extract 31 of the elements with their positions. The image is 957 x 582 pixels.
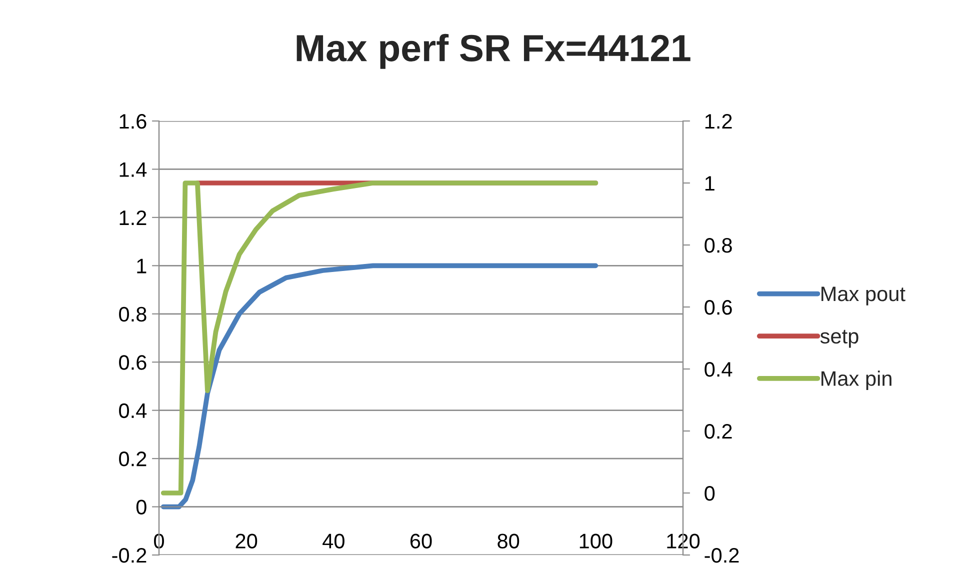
legend-label: Max pin: [822, 370, 892, 390]
y2-tick-label: -0.2: [704, 548, 739, 563]
y-tick-label: 1.6: [120, 114, 146, 129]
y-tick-label: 1.2: [120, 210, 146, 225]
y2-tick-label: 0.6: [704, 300, 732, 315]
x-tick-label: 100: [580, 534, 612, 548]
y-tick-label: 0.6: [119, 355, 146, 370]
x-tick-label: 0: [154, 534, 164, 548]
y-tick-label: 0: [136, 500, 146, 515]
y-tick-label: 1: [137, 258, 146, 274]
y2-tick-label: 0: [704, 486, 715, 501]
y2-tick-label: 0.8: [704, 238, 732, 253]
y-tick-label: 0.2: [119, 452, 146, 466]
y-tick-label: 1.4: [120, 162, 147, 177]
y2-tick-label: 0.2: [704, 424, 732, 439]
chart-title: Max perf SR Fx=44121: [296, 34, 690, 69]
line-series: [160, 180, 598, 496]
y2-tick-label: 1: [705, 176, 714, 191]
x-tick-label: 40: [322, 534, 344, 548]
line-series: [160, 263, 598, 510]
x-tick-label: 80: [498, 534, 520, 548]
legend-label: setp: [820, 330, 858, 348]
y2-tick-label: 0.4: [704, 362, 732, 377]
x-tick-label: 120: [667, 534, 700, 548]
legend-label: Max pout: [822, 286, 906, 306]
y-tick-label: -0.2: [112, 548, 146, 563]
y-tick-label: 0.8: [119, 306, 146, 322]
y-tick-label: 0.4: [119, 403, 147, 418]
x-tick-label: 20: [236, 534, 258, 548]
x-tick-label: 60: [410, 534, 432, 548]
y2-tick-label: 1.2: [705, 114, 732, 129]
